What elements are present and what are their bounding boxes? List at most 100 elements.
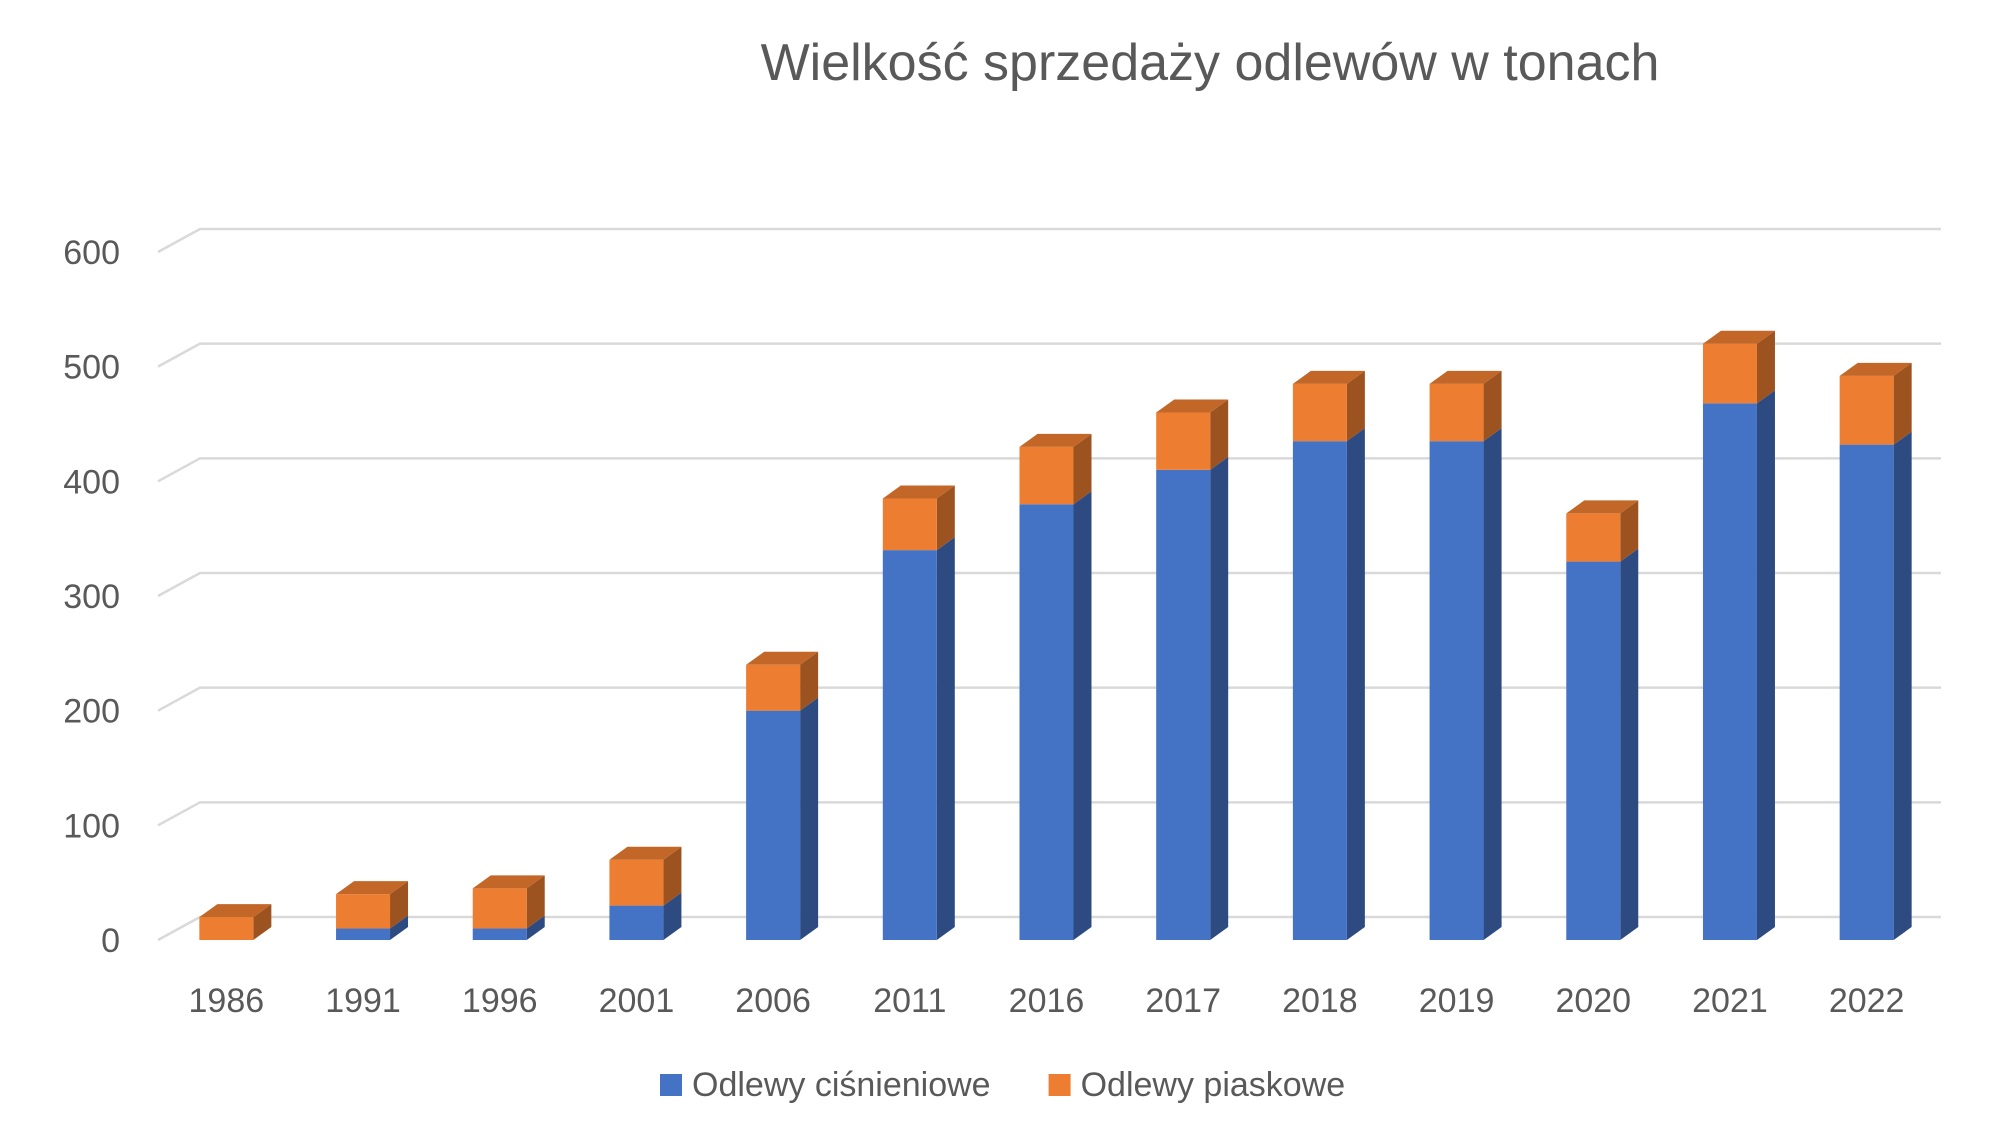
bar-top <box>1156 399 1229 413</box>
bar-front <box>882 498 937 551</box>
bar-piaskowe-2018 <box>1292 370 1365 442</box>
bar-side <box>1073 491 1092 940</box>
bar-top <box>472 875 545 889</box>
bar-front <box>746 710 801 940</box>
y-tick-label: 0 <box>101 922 120 960</box>
bar-front <box>1292 383 1347 442</box>
y-axis-ticks: 0 100 200 300 400 500 600 <box>63 234 120 960</box>
bar-cisnieniowe-1996 <box>472 915 545 940</box>
bar-piaskowe-2022 <box>1839 362 1912 445</box>
bar-front <box>336 894 391 929</box>
bar-top <box>1702 330 1775 344</box>
bar-side <box>1620 548 1639 940</box>
bar-front <box>1292 441 1347 940</box>
bar-side <box>936 537 955 940</box>
bar-top <box>199 904 272 918</box>
bar-side <box>526 915 545 940</box>
bar-top <box>1566 500 1639 514</box>
bar-cisnieniowe-2019 <box>1429 428 1502 940</box>
gridlines <box>157 227 1941 942</box>
bar-cisnieniowe-2020 <box>1566 548 1639 940</box>
bar-side <box>663 846 682 906</box>
gridline <box>157 342 1941 368</box>
legend-item: Odlewy piaskowe <box>1048 1066 1346 1104</box>
bar-front <box>472 928 527 940</box>
bar-side <box>1346 370 1365 442</box>
bar-side <box>1483 428 1502 940</box>
x-tick-label: 2016 <box>1009 982 1085 1020</box>
chart-title: Wielkość sprzedaży odlewów w tonach <box>761 34 1660 92</box>
legend: Odlewy ciśnieniowe Odlewy piaskowe <box>660 1066 1345 1104</box>
bar-cisnieniowe-2021 <box>1702 390 1775 941</box>
bar-front <box>1702 343 1757 404</box>
legend-item: Odlewy ciśnieniowe <box>660 1066 991 1104</box>
bar-front <box>609 859 664 906</box>
legend-swatch <box>660 1074 682 1096</box>
bar-cisnieniowe-2016 <box>1019 491 1092 940</box>
x-tick-label: 2021 <box>1692 982 1768 1020</box>
bar-cisnieniowe-2006 <box>746 697 819 940</box>
bar-front <box>1839 444 1894 940</box>
legend-swatch <box>1048 1074 1071 1096</box>
bar-cisnieniowe-1991 <box>336 915 409 940</box>
x-tick-label: 2019 <box>1419 982 1495 1020</box>
bar-side <box>1210 456 1229 940</box>
bar-side <box>1756 330 1775 404</box>
x-tick-label: 2022 <box>1829 982 1905 1020</box>
x-tick-label: 1996 <box>462 982 538 1020</box>
legend-label: Odlewy piaskowe <box>1081 1066 1346 1104</box>
bar-top <box>1429 370 1502 384</box>
bar-side <box>1756 390 1775 941</box>
x-tick-label: 2018 <box>1282 982 1358 1020</box>
bar-side <box>390 915 409 940</box>
bar-front <box>1566 513 1621 562</box>
bar-side <box>253 904 272 940</box>
bar-side <box>1346 428 1365 940</box>
bar-top <box>1019 433 1092 447</box>
bar-side <box>800 651 819 711</box>
bar-cisnieniowe-2022 <box>1839 431 1912 940</box>
bar-front <box>1019 504 1074 940</box>
bar-piaskowe-2006 <box>746 651 819 711</box>
bar-side <box>1620 500 1639 562</box>
bar-piaskowe-2016 <box>1019 433 1092 505</box>
bar-front <box>1019 446 1074 505</box>
bar-front <box>472 888 527 929</box>
bar-top <box>882 485 955 499</box>
y-tick-label: 600 <box>63 234 120 272</box>
legend-label: Odlewy ciśnieniowe <box>692 1066 991 1104</box>
bar-front <box>1156 412 1211 470</box>
bar-side <box>1210 399 1229 470</box>
bar-front <box>1839 375 1894 445</box>
bar-front <box>1702 403 1757 941</box>
bar-side <box>1073 433 1092 505</box>
bar-cisnieniowe-2018 <box>1292 428 1365 940</box>
bar-top <box>1839 362 1912 376</box>
bar-piaskowe-2001 <box>609 846 682 906</box>
y-tick-label: 300 <box>63 578 120 616</box>
y-tick-label: 500 <box>63 349 120 387</box>
bar-piaskowe-2017 <box>1156 399 1229 470</box>
bar-front <box>199 917 254 940</box>
bar-side <box>390 881 409 929</box>
y-tick-label: 400 <box>63 463 120 501</box>
bar-front <box>1429 441 1484 940</box>
x-tick-label: 2020 <box>1555 982 1631 1020</box>
bar-front <box>1156 469 1211 940</box>
bar-front <box>882 550 937 940</box>
bar-cisnieniowe-2011 <box>882 537 955 940</box>
bar-side <box>1893 362 1912 445</box>
bar-front <box>1429 383 1484 442</box>
bar-side <box>800 697 819 940</box>
bar-front <box>609 905 664 940</box>
x-tick-label: 2001 <box>599 982 675 1020</box>
bars <box>199 330 1912 941</box>
x-tick-label: 1986 <box>189 982 265 1020</box>
bar-front <box>746 664 801 711</box>
bar-top <box>336 881 409 895</box>
y-tick-label: 200 <box>63 693 120 731</box>
bar-top <box>746 651 819 665</box>
bar-side <box>663 892 682 940</box>
